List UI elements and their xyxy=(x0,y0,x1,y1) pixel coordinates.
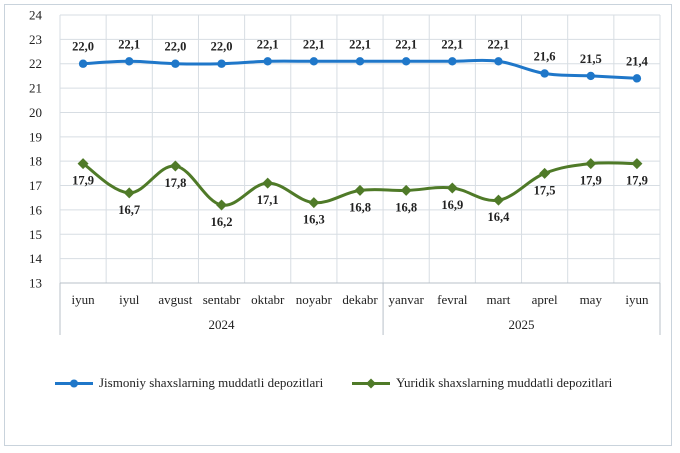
y-tick-label: 13 xyxy=(29,276,42,291)
data-point xyxy=(446,182,458,194)
x-tick-label: fevral xyxy=(437,292,468,307)
x-tick-label: aprel xyxy=(532,292,558,307)
data-point xyxy=(125,57,134,66)
data-label: 22,1 xyxy=(257,37,279,51)
data-point xyxy=(263,57,272,66)
data-label: 22,1 xyxy=(303,37,325,51)
data-point xyxy=(401,57,411,66)
legend-marker-jismoniy xyxy=(55,377,93,389)
chart-frame xyxy=(4,4,672,446)
data-point xyxy=(171,59,180,68)
data-label: 16,2 xyxy=(211,215,233,229)
data-point xyxy=(354,184,366,196)
y-tick-label: 20 xyxy=(29,105,42,120)
y-tick-label: 18 xyxy=(29,154,42,169)
x-tick-label: iyun xyxy=(625,292,649,307)
data-point xyxy=(448,57,457,66)
data-point xyxy=(169,160,181,172)
legend-item-jismoniy: Jismoniy shaxslarning muddatli depozitla… xyxy=(55,375,323,391)
data-label: 16,3 xyxy=(303,213,325,227)
x-tick-label: yanvar xyxy=(388,292,424,307)
data-point xyxy=(77,158,89,170)
x-tick-label: noyabr xyxy=(296,292,333,307)
data-label: 22,1 xyxy=(118,37,140,51)
legend-label-yuridik: Yuridik shaxslarning muddatli depozitlar… xyxy=(396,375,613,390)
data-label: 22,0 xyxy=(72,40,94,54)
y-tick-label: 21 xyxy=(29,81,42,96)
data-label: 17,9 xyxy=(626,174,648,188)
data-label: 16,7 xyxy=(118,203,140,217)
data-point xyxy=(308,197,320,209)
x-tick-label: dekabr xyxy=(342,292,378,307)
x-tick-label: iyun xyxy=(72,292,96,307)
data-point xyxy=(631,158,643,170)
x-tick-label: avgust xyxy=(158,292,192,307)
x-tick-label: may xyxy=(580,292,603,307)
y-tick-label: 19 xyxy=(29,129,42,144)
data-point xyxy=(586,71,595,81)
data-point xyxy=(585,158,597,170)
x-tick-label: iyul xyxy=(119,292,140,307)
data-label: 22,1 xyxy=(441,37,463,51)
data-point xyxy=(494,57,503,66)
y-tick-label: 22 xyxy=(29,56,42,71)
legend-label-jismoniy: Jismoniy shaxslarning muddatli depozitla… xyxy=(99,375,324,390)
y-tick-label: 16 xyxy=(29,202,43,217)
data-label: 22,1 xyxy=(488,37,510,51)
legend-item-yuridik: Yuridik shaxslarning muddatli depozitlar… xyxy=(352,375,612,391)
data-label: 17,1 xyxy=(257,193,279,207)
data-label: 22,1 xyxy=(349,37,371,51)
data-point xyxy=(78,59,88,68)
y-tick-label: 15 xyxy=(29,227,42,242)
y-tick-label: 17 xyxy=(29,178,43,193)
y-tick-label: 14 xyxy=(29,251,43,266)
data-point xyxy=(355,57,365,66)
data-label: 21,5 xyxy=(580,52,602,66)
data-label: 17,5 xyxy=(534,183,556,197)
data-label: 22,0 xyxy=(164,40,186,54)
data-point xyxy=(217,59,226,68)
data-point xyxy=(492,194,504,206)
y-tick-label: 24 xyxy=(29,8,43,23)
year-label: 2025 xyxy=(509,317,535,332)
data-label: 22,0 xyxy=(211,40,233,54)
legend-marker-yuridik xyxy=(352,377,390,389)
data-label: 17,9 xyxy=(72,174,94,188)
data-point xyxy=(262,177,274,189)
data-label: 16,8 xyxy=(395,200,417,214)
data-label: 16,8 xyxy=(349,200,371,214)
data-label: 21,4 xyxy=(626,54,649,68)
x-tick-label: sentabr xyxy=(203,292,241,307)
data-label: 21,6 xyxy=(534,49,556,63)
data-label: 17,8 xyxy=(164,176,186,190)
data-point xyxy=(123,187,135,199)
data-label: 17,9 xyxy=(580,174,602,188)
data-point xyxy=(309,57,319,66)
data-point xyxy=(216,199,228,211)
data-point xyxy=(539,167,551,179)
data-point xyxy=(632,74,642,83)
year-label: 2024 xyxy=(209,317,236,332)
data-point xyxy=(540,69,549,78)
data-label: 22,1 xyxy=(395,37,417,51)
x-tick-label: mart xyxy=(487,292,511,307)
data-point xyxy=(400,184,412,196)
y-tick-label: 23 xyxy=(29,32,42,47)
x-tick-label: oktabr xyxy=(251,292,285,307)
data-label: 16,4 xyxy=(488,210,511,224)
data-label: 16,9 xyxy=(441,198,463,212)
